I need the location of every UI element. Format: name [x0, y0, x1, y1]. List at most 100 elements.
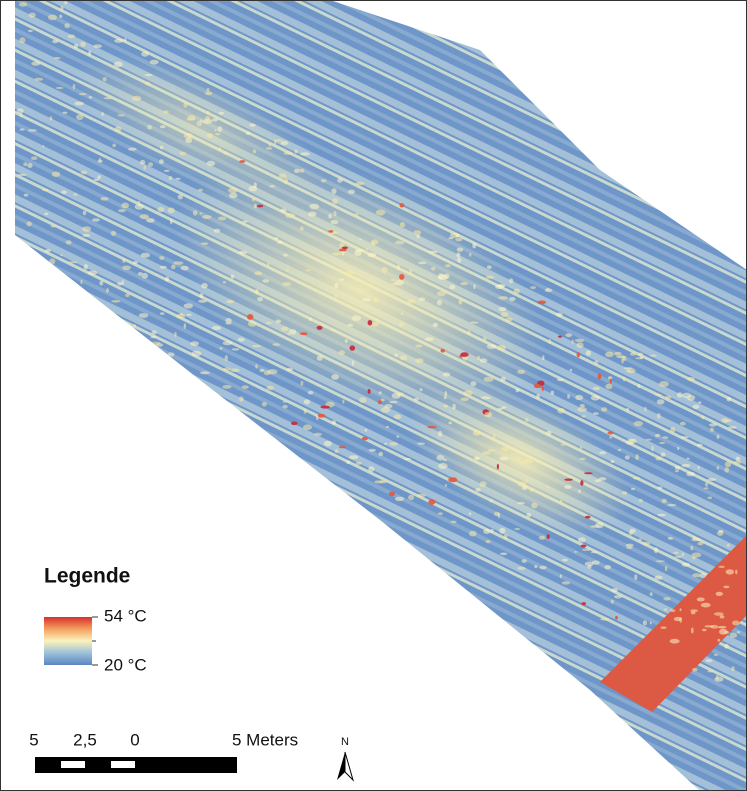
speckle — [317, 356, 323, 361]
speckle — [183, 102, 187, 107]
speckle — [381, 267, 387, 273]
speckle — [727, 397, 732, 402]
speckle — [443, 459, 447, 461]
speckle — [200, 212, 203, 214]
speckle — [707, 670, 713, 672]
speckle — [141, 253, 150, 258]
speckle — [578, 489, 581, 493]
speckle — [438, 431, 442, 437]
speckle — [122, 258, 125, 263]
speckle — [615, 616, 618, 620]
speckle — [586, 350, 591, 356]
speckle — [29, 13, 36, 18]
speckle — [675, 556, 682, 558]
speckle — [218, 126, 223, 132]
speckle — [686, 458, 689, 460]
speckle — [633, 477, 640, 480]
speckle — [527, 513, 532, 517]
speckle — [443, 405, 448, 408]
speckle — [374, 480, 384, 483]
speckle — [682, 563, 690, 567]
speckle — [100, 197, 108, 201]
speckle — [299, 169, 304, 173]
speckle — [687, 377, 695, 381]
speckle — [342, 251, 345, 256]
speckle — [415, 358, 424, 363]
speckle — [362, 437, 368, 441]
speckle — [52, 172, 60, 177]
scale-label: 2,5 — [73, 730, 97, 749]
speckle — [460, 352, 468, 357]
speckle — [431, 267, 436, 271]
speckle — [133, 324, 136, 327]
speckle — [716, 675, 719, 680]
speckle — [347, 324, 353, 327]
speckle — [265, 322, 272, 324]
speckle — [649, 355, 656, 357]
speckle — [409, 269, 412, 274]
speckle — [200, 371, 210, 374]
speckle — [611, 600, 614, 604]
speckle — [414, 398, 419, 401]
speckle — [708, 478, 717, 481]
speckle — [420, 388, 423, 391]
speckle — [498, 296, 508, 300]
speckle — [356, 462, 362, 465]
speckle — [368, 466, 374, 472]
speckle — [128, 148, 137, 151]
speckle — [575, 339, 585, 342]
speckle — [80, 280, 82, 285]
speckle — [201, 242, 208, 245]
speckle — [534, 384, 541, 388]
speckle — [269, 185, 276, 188]
speckle — [577, 407, 587, 412]
speckle — [598, 374, 602, 380]
speckle — [539, 536, 545, 540]
speckle — [727, 544, 730, 547]
speckle — [601, 407, 607, 411]
speckle — [502, 406, 507, 408]
speckle — [731, 666, 734, 671]
speckle — [576, 342, 583, 348]
speckle — [223, 281, 226, 284]
speckle — [89, 96, 93, 98]
speckle — [417, 494, 426, 497]
speckle — [304, 399, 310, 404]
speckle — [656, 560, 665, 562]
speckle — [266, 147, 273, 150]
speckle — [255, 364, 258, 369]
speckle — [159, 353, 167, 358]
speckle — [176, 178, 181, 180]
speckle — [582, 415, 586, 417]
speckle — [49, 258, 55, 264]
speckle — [474, 457, 481, 460]
speckle — [560, 500, 563, 504]
speckle — [74, 102, 84, 106]
speckle — [115, 126, 122, 132]
speckle — [145, 82, 150, 85]
speckle — [655, 457, 662, 461]
speckle — [580, 480, 583, 486]
speckle — [509, 278, 513, 283]
speckle — [104, 97, 113, 99]
speckle — [717, 435, 720, 439]
speckle — [252, 345, 261, 347]
speckle — [668, 537, 673, 540]
speckle — [367, 253, 376, 258]
speckle — [359, 238, 361, 240]
speckle — [734, 461, 742, 464]
speckle — [650, 622, 652, 625]
speckle — [294, 169, 300, 173]
speckle — [611, 460, 615, 463]
speckle — [667, 504, 676, 506]
speckle — [415, 344, 422, 347]
speckle — [526, 479, 528, 482]
speckle — [169, 176, 173, 180]
speckle — [675, 470, 679, 472]
speckle — [710, 428, 714, 432]
speckle — [470, 322, 479, 324]
speckle — [246, 132, 250, 135]
speckle — [53, 57, 60, 59]
legend-max: 54 °C — [104, 606, 147, 625]
speckle — [567, 394, 570, 398]
